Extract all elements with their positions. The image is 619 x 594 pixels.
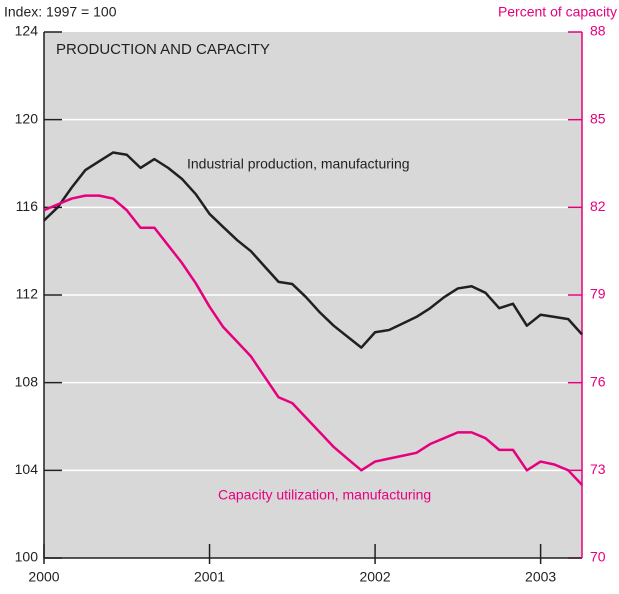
- x-tick-label: 2000: [28, 569, 59, 585]
- y-tick-label: 112: [16, 286, 39, 302]
- y2-axis-label: Percent of capacity: [498, 4, 617, 20]
- annotation: Capacity utilization, manufacturing: [218, 487, 431, 503]
- y2-tick-label: 73: [590, 461, 606, 477]
- y-tick-label: 116: [16, 198, 39, 214]
- x-tick-label: 2002: [359, 569, 390, 585]
- y2-tick-label: 70: [590, 549, 606, 565]
- y2-tick-label: 79: [590, 286, 606, 302]
- chart-title: PRODUCTION AND CAPACITY: [56, 41, 270, 58]
- y-axis-label: Index: 1997 = 100: [4, 4, 117, 20]
- y2-tick-label: 85: [590, 110, 606, 126]
- x-tick-label: 2001: [194, 569, 225, 585]
- y-tick-label: 100: [15, 549, 39, 565]
- y-tick-label: 104: [15, 461, 39, 477]
- y-tick-label: 124: [15, 23, 39, 39]
- annotation: Industrial production, manufacturing: [187, 156, 410, 172]
- y-tick-label: 108: [15, 373, 39, 389]
- y2-tick-label: 76: [590, 373, 606, 389]
- y-tick-label: 120: [15, 110, 39, 126]
- y2-tick-label: 88: [590, 23, 606, 39]
- line-series: [43, 194, 583, 486]
- y2-tick-label: 82: [590, 198, 606, 214]
- line-series: [43, 151, 583, 349]
- x-tick-label: 2003: [525, 569, 556, 585]
